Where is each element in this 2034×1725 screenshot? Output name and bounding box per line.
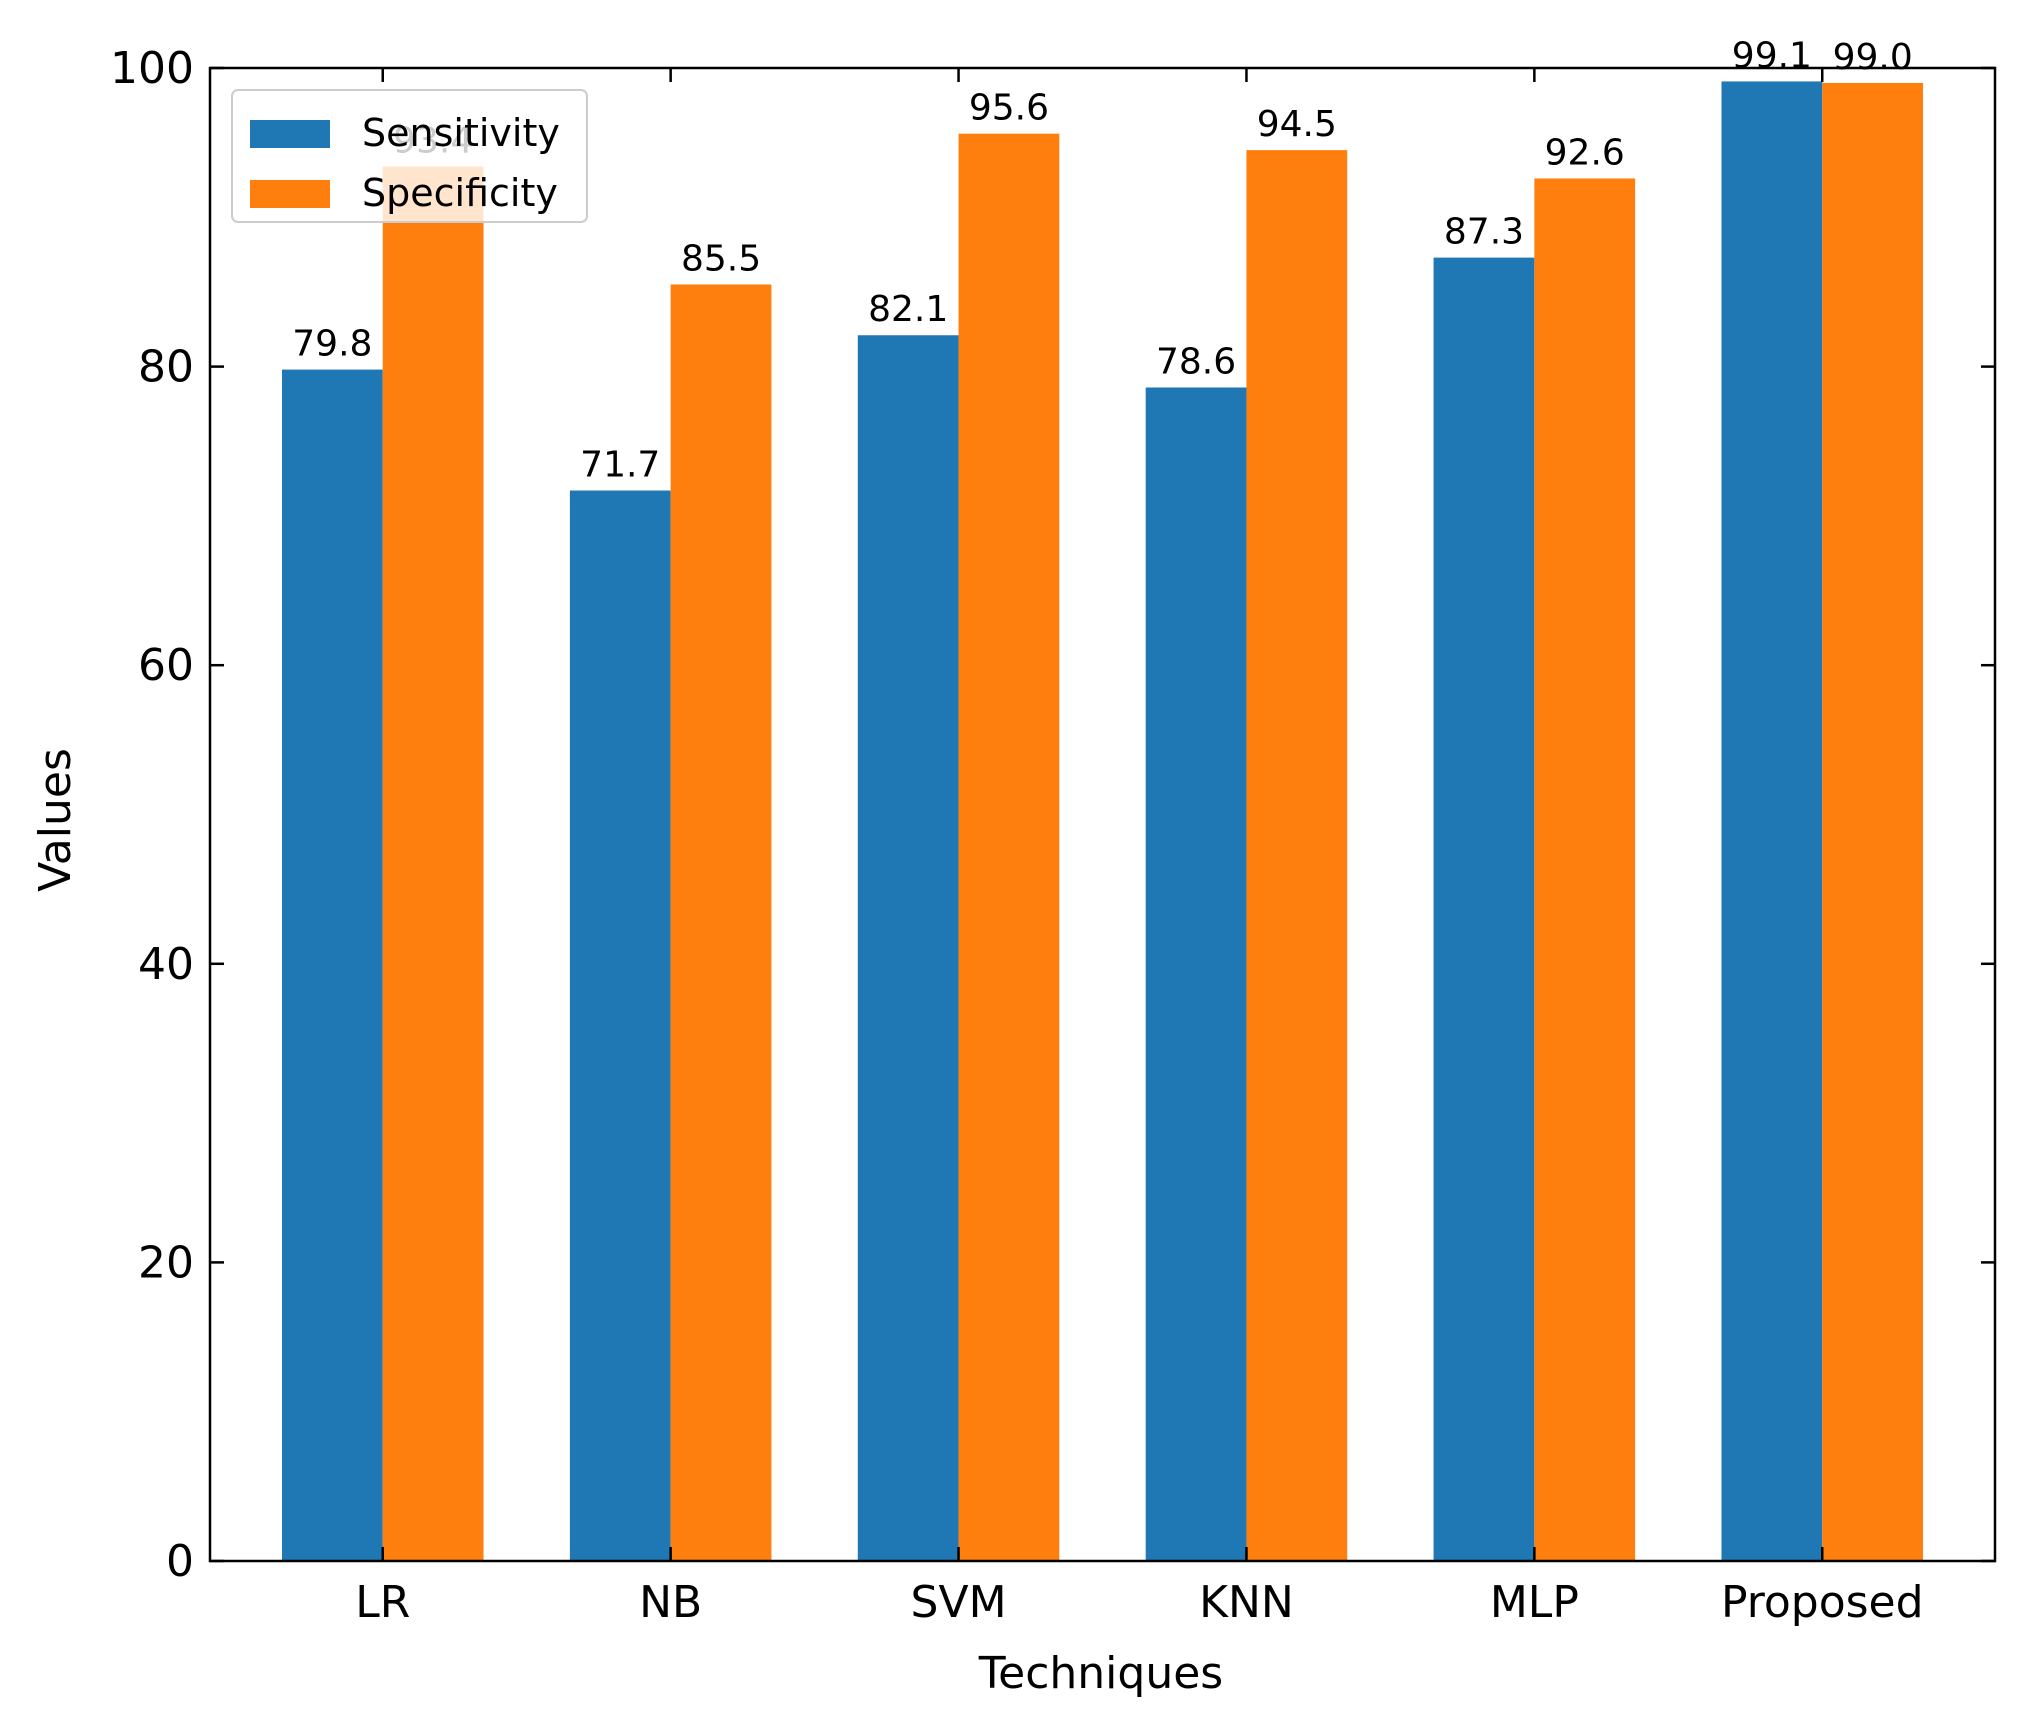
bar-specificity-knn xyxy=(1246,150,1348,1562)
bar-value-label: 94.5 xyxy=(1257,104,1337,145)
legend-swatch-sensitivity xyxy=(250,120,330,148)
x-tick-label: NB xyxy=(639,1577,702,1628)
x-tick-label: KNN xyxy=(1199,1577,1294,1628)
legend: Sensitivity Specificity xyxy=(231,89,588,223)
bar-sensitivity-proposed xyxy=(1721,81,1823,1561)
bar-value-label: 99.1 xyxy=(1732,35,1812,76)
legend-label-sensitivity: Sensitivity xyxy=(362,111,560,155)
y-tick-label: 80 xyxy=(138,342,194,393)
legend-swatch-specificity xyxy=(250,180,330,208)
bar-value-label: 79.8 xyxy=(292,324,372,365)
x-tick-label: SVM xyxy=(911,1577,1007,1628)
bar-value-label: 99.0 xyxy=(1833,37,1913,78)
bar-specificity-svm xyxy=(958,133,1060,1561)
bar-specificity-nb xyxy=(670,284,772,1561)
bar-sensitivity-mlp xyxy=(1433,257,1535,1562)
bars-layer xyxy=(281,81,1924,1562)
x-tick-label: Proposed xyxy=(1721,1577,1924,1628)
axes-layer: 0 20 40 60 80 100 LR NB SVM KNN MLP Proposed xyxy=(110,43,1997,1628)
y-tick-label: 60 xyxy=(138,640,194,691)
plot-frame xyxy=(208,66,1997,1563)
bar-value-label: 87.3 xyxy=(1444,212,1524,253)
y-tick-label: 0 xyxy=(166,1536,194,1587)
bar-value-label: 71.7 xyxy=(580,445,660,486)
bar-sensitivity-nb xyxy=(569,490,671,1561)
bar-sensitivity-svm xyxy=(857,335,959,1561)
bar-value-label: 92.6 xyxy=(1545,132,1625,173)
x-axis-title: Techniques xyxy=(978,1648,1223,1699)
bar-specificity-proposed xyxy=(1822,82,1924,1561)
bar-sensitivity-lr xyxy=(281,369,383,1562)
y-axis-title: Values xyxy=(30,748,81,892)
y-tick-label: 40 xyxy=(138,939,194,990)
bar-value-label: 78.6 xyxy=(1156,342,1236,383)
bar-value-label: 95.6 xyxy=(969,88,1049,129)
y-tick-label: 100 xyxy=(110,43,194,94)
x-tick-label: MLP xyxy=(1490,1577,1579,1628)
x-tick-label: LR xyxy=(355,1577,410,1628)
bar-value-label: 85.5 xyxy=(681,238,761,279)
y-tick-label: 20 xyxy=(138,1237,194,1288)
bar-value-label: 82.1 xyxy=(868,289,948,330)
legend-label-specificity: Specificity xyxy=(362,171,558,215)
bar-labels-layer: 79.871.782.178.687.399.193.485.595.694.5… xyxy=(292,35,1912,485)
bar-sensitivity-knn xyxy=(1145,387,1247,1562)
bar-specificity-mlp xyxy=(1534,178,1636,1562)
bar-specificity-lr xyxy=(382,166,484,1562)
